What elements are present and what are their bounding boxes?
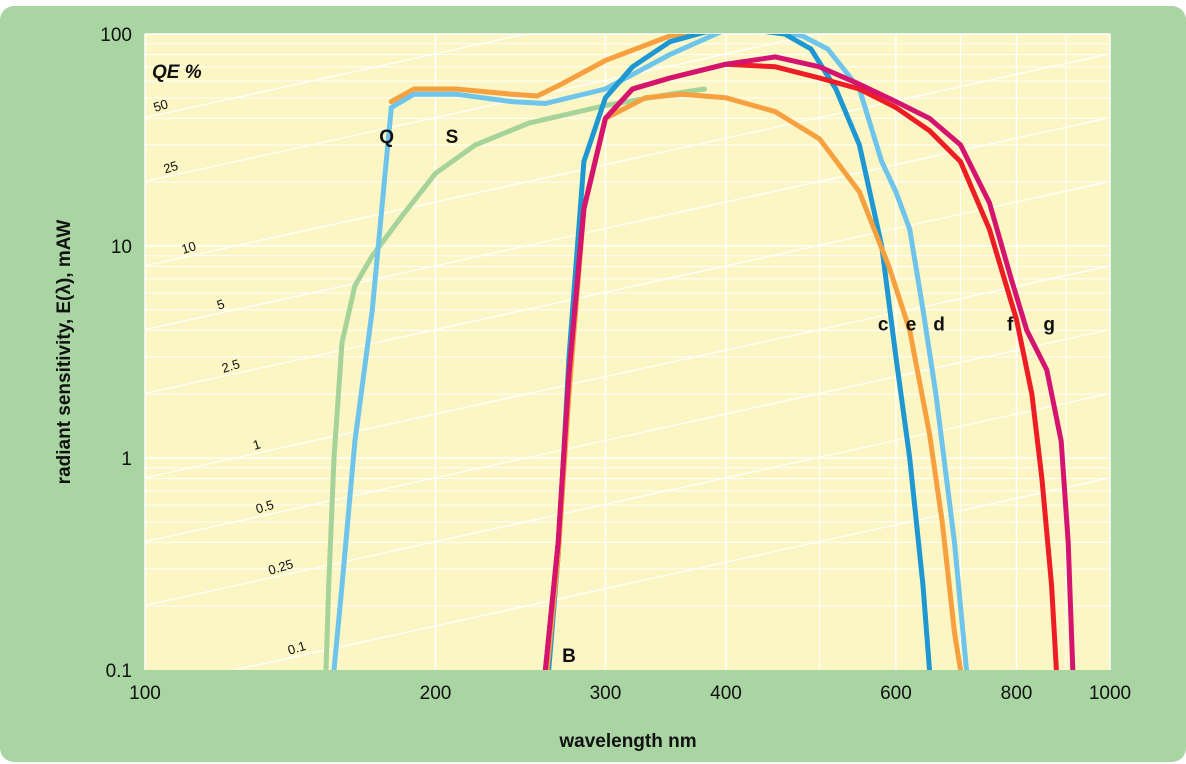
- qe-line: [145, 392, 1110, 607]
- curve-label: g: [1043, 315, 1055, 336]
- qe-line-label: 0.25: [266, 556, 295, 578]
- qe-line: [145, 53, 1110, 267]
- y-tick-labels: 0.1 1 10 100: [100, 25, 132, 682]
- series-line-7: [542, 54, 1076, 670]
- qe-line-label: 25: [162, 158, 180, 177]
- qe-line-label: 1: [251, 436, 262, 452]
- qe-line: [145, 180, 1110, 395]
- x-tick-label: 300: [590, 683, 622, 704]
- qe-line-label: 50: [152, 96, 170, 115]
- qe-axis-title: QE %: [152, 62, 202, 83]
- x-tick-label: 100: [129, 683, 161, 704]
- qe-line-label: 10: [180, 238, 198, 257]
- curve-label: e: [906, 315, 917, 336]
- curve-label: S: [446, 127, 459, 148]
- qe-line-label: 0.1: [286, 638, 308, 658]
- plot-area: [145, 34, 1110, 670]
- x-tick-labels: 100 200 300 400 600 800 1000: [129, 683, 1131, 704]
- x-axis-label: wavelength nm: [558, 731, 696, 752]
- x-tick-label: 1000: [1089, 683, 1131, 704]
- y-tick-label: 1: [121, 449, 132, 470]
- curve-labels: Q S Bc e d f g: [379, 127, 1055, 667]
- series-line-2: [388, 34, 698, 105]
- curve-label: Q: [379, 127, 394, 148]
- x-tick-label: 600: [880, 683, 912, 704]
- y-axis-label: radiant sensitivity, E(λ), mAW: [54, 220, 75, 485]
- qe-line-label: 5: [215, 296, 226, 312]
- curve-label: c: [878, 315, 889, 336]
- curve-label: B: [562, 646, 576, 667]
- series-group: [323, 34, 1076, 670]
- y-tick-label: 0.1: [106, 661, 132, 682]
- curve-label: f: [1007, 315, 1014, 336]
- x-tick-label: 800: [1001, 683, 1033, 704]
- qe-line: [145, 265, 1110, 479]
- qe-line: [145, 34, 529, 119]
- qe-line: [145, 328, 1110, 543]
- x-tick-label: 400: [710, 683, 742, 704]
- major-gridlines: [144, 33, 1111, 670]
- series-line-3: [331, 34, 969, 670]
- x-tick-label: 200: [420, 683, 452, 704]
- minor-gridlines: [145, 43, 1110, 607]
- y-tick-label: 100: [100, 25, 132, 46]
- series-line-4: [546, 34, 932, 670]
- qe-line-label: 0.5: [254, 497, 276, 517]
- qe-line-label: 2.5: [220, 356, 242, 376]
- curve-label: d: [933, 315, 945, 336]
- y-tick-label: 10: [111, 237, 132, 258]
